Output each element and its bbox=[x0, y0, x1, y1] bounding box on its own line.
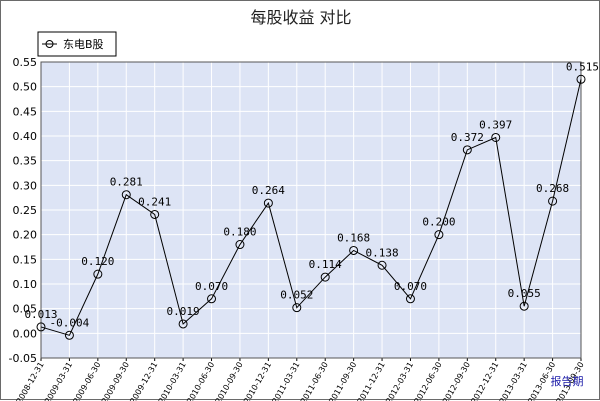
x-tick-label: 2011-06-30 bbox=[299, 361, 330, 401]
x-tick-label: 2011-12-31 bbox=[356, 361, 387, 401]
data-label: 0.397 bbox=[479, 118, 512, 131]
x-tick-label: 2009-06-30 bbox=[72, 361, 103, 401]
chart-title: 每股收益 对比 bbox=[250, 8, 351, 27]
y-tick-label: 0.45 bbox=[13, 105, 38, 118]
y-tick-label: 0.10 bbox=[13, 278, 38, 291]
y-tick-label: 0.55 bbox=[13, 56, 38, 69]
x-tick-label: 2009-03-31 bbox=[43, 361, 74, 401]
y-tick-label: 0.35 bbox=[13, 155, 38, 168]
y-tick-label: -0.05 bbox=[9, 352, 37, 365]
y-tick-label: 0.30 bbox=[13, 179, 38, 192]
data-label: 0.138 bbox=[365, 246, 398, 259]
x-axis-label: 报告期 bbox=[551, 374, 584, 388]
data-label: 0.200 bbox=[422, 216, 455, 229]
data-label: 0.114 bbox=[309, 258, 342, 271]
x-tick-label: 2010-06-30 bbox=[185, 361, 216, 401]
x-tick-label: 2009-09-30 bbox=[100, 361, 131, 401]
x-tick-label: 2013-03-31 bbox=[498, 361, 529, 401]
data-label: 0.281 bbox=[110, 176, 143, 189]
data-label: 0.052 bbox=[280, 289, 313, 302]
x-tick-label: 2011-09-30 bbox=[327, 361, 358, 401]
plot-area: -0.050.000.050.100.150.200.250.300.350.4… bbox=[9, 56, 599, 401]
data-label: 0.264 bbox=[252, 184, 285, 197]
data-label: 0.515 bbox=[566, 60, 599, 73]
y-tick-label: 0.00 bbox=[13, 327, 38, 340]
y-tick-label: 0.25 bbox=[13, 204, 38, 217]
data-label: 0.372 bbox=[451, 131, 484, 144]
x-tick-label: 2011-03-31 bbox=[270, 361, 301, 401]
data-label: -0.004 bbox=[50, 316, 90, 329]
data-label: 0.120 bbox=[81, 255, 114, 268]
data-label: 0.168 bbox=[337, 231, 370, 244]
data-label: 0.180 bbox=[223, 226, 256, 239]
legend: 东电B股 bbox=[38, 32, 116, 56]
data-label: 0.070 bbox=[394, 280, 427, 293]
y-tick-label: 0.20 bbox=[13, 229, 38, 242]
x-tick-label: 2012-12-31 bbox=[469, 360, 500, 401]
data-label: 0.241 bbox=[138, 195, 171, 208]
x-tick-label: 2010-09-30 bbox=[214, 361, 245, 401]
data-label: 0.070 bbox=[195, 280, 228, 293]
data-label: 0.019 bbox=[167, 305, 200, 318]
data-label: 0.268 bbox=[536, 182, 569, 195]
y-tick-label: 0.15 bbox=[13, 253, 38, 266]
x-tick-label: 2008-12-31 bbox=[15, 361, 46, 401]
y-tick-label: 0.40 bbox=[13, 130, 38, 143]
x-tick-label: 2012-09-30 bbox=[441, 361, 472, 401]
y-tick-label: 0.50 bbox=[13, 81, 38, 94]
x-tick-label: 2012-03-31 bbox=[384, 361, 415, 401]
data-label: 0.055 bbox=[508, 287, 541, 300]
x-tick-label: 2009-12-31 bbox=[128, 361, 159, 401]
x-tick-label: 2010-12-31 bbox=[242, 361, 273, 401]
x-tick-label: 2012-06-30 bbox=[413, 361, 444, 401]
x-tick-label: 2010-03-31 bbox=[157, 361, 188, 401]
legend-label: 东电B股 bbox=[63, 38, 104, 51]
